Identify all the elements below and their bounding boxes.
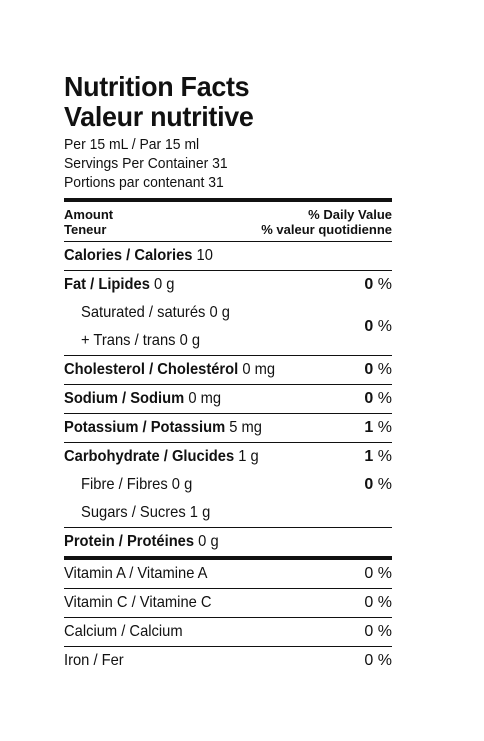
pct-sign: % <box>377 361 392 378</box>
divider <box>64 413 392 414</box>
saturated-label: Saturated / saturés 0 g <box>81 304 230 321</box>
title-english: Nutrition Facts <box>64 71 250 102</box>
vitamin-a-dv: 0 % <box>364 565 392 582</box>
sodium-row: Sodium / Sodium 0 mg 0 % <box>64 385 392 413</box>
carbohydrate-dv: 1 <box>364 448 374 465</box>
protein-amount: 0 g <box>198 533 219 550</box>
calcium-dv: 0 % <box>364 623 392 640</box>
fat-amount: 0 g <box>153 276 175 293</box>
calories-row: Calories / Calories 10 <box>64 242 392 270</box>
pct-sign: % <box>377 419 392 436</box>
vitamin-a-label: Vitamin A / Vitamine A <box>64 565 208 582</box>
column-header: Amount Teneur % Daily Value % valeur quo… <box>64 202 392 241</box>
divider <box>64 617 392 618</box>
serving-size: Per 15 mL / Par 15 ml <box>64 136 200 153</box>
vitamin-c-label: Vitamin C / Vitamine C <box>64 594 212 611</box>
carbohydrate-label: Carbohydrate / Glucides <box>64 448 235 465</box>
protein-row: Protein / Protéines 0 g <box>64 528 392 556</box>
calcium-label: Calcium / Calcium <box>64 623 183 640</box>
divider <box>64 384 392 385</box>
fat-dv: 0 <box>364 276 374 293</box>
cholesterol-amount: 0 mg <box>242 361 276 378</box>
iron-row: Iron / Fer 0 % <box>64 647 392 675</box>
dv-header-fr: % valeur quotidienne <box>261 222 392 237</box>
servings-french: Portions par contenant 31 <box>64 174 224 191</box>
cholesterol-label: Cholesterol / Cholestérol <box>64 361 239 378</box>
sodium-label: Sodium / Sodium <box>64 390 185 407</box>
carbohydrate-row: Carbohydrate / Glucides 1 g 1 % <box>64 443 392 471</box>
fat-label: Fat / Lipides <box>64 276 150 293</box>
vitamin-c-dv: 0 % <box>364 594 392 611</box>
saturated-trans-dv: 0 <box>364 318 374 335</box>
protein-label: Protein / Protéines <box>64 533 195 550</box>
divider <box>64 527 392 528</box>
pct-sign: % <box>377 476 392 493</box>
sodium-dv: 0 <box>364 390 374 407</box>
divider <box>64 646 392 647</box>
calcium-row: Calcium / Calcium 0 % <box>64 618 392 646</box>
vitamin-a-row: Vitamin A / Vitamine A 0 % <box>64 560 392 588</box>
saturated-trans-group: Saturated / saturés 0 g + Trans / trans … <box>64 299 392 355</box>
fat-row: Fat / Lipides 0 g 0 % <box>64 271 392 299</box>
calories-amount: 10 <box>196 247 213 264</box>
divider-thick <box>64 556 392 560</box>
vitamin-c-row: Vitamin C / Vitamine C 0 % <box>64 589 392 617</box>
cholesterol-row: Cholesterol / Cholestérol 0 mg 0 % <box>64 356 392 384</box>
divider <box>64 588 392 589</box>
fibre-dv: 0 <box>364 476 374 493</box>
divider <box>64 355 392 356</box>
fibre-label: Fibre / Fibres 0 g <box>81 476 193 493</box>
dv-header-en: % Daily Value <box>308 207 392 222</box>
carbohydrate-amount: 1 g <box>238 448 259 465</box>
pct-sign: % <box>377 276 392 293</box>
iron-dv: 0 % <box>364 652 392 669</box>
fibre-row: Fibre / Fibres 0 g 0 % <box>64 471 392 499</box>
pct-sign: % <box>377 390 392 407</box>
nutrition-facts-label: Nutrition Facts Valeur nutritive Per 15 … <box>64 72 392 675</box>
potassium-label: Potassium / Potassium <box>64 419 226 436</box>
divider <box>64 241 392 242</box>
amount-header-fr: Teneur <box>64 222 107 237</box>
divider <box>64 270 392 271</box>
iron-label: Iron / Fer <box>64 652 124 669</box>
cholesterol-dv: 0 <box>364 361 374 378</box>
potassium-dv: 1 <box>364 419 374 436</box>
title-french: Valeur nutritive <box>64 101 254 132</box>
servings-english: Servings Per Container 31 <box>64 155 228 172</box>
amount-header-en: Amount <box>64 207 114 222</box>
pct-sign: % <box>377 448 392 465</box>
potassium-amount: 5 mg <box>229 419 262 436</box>
calories-label: Calories / Calories <box>64 247 193 264</box>
divider <box>64 442 392 443</box>
divider-thick <box>64 198 392 202</box>
pct-sign: % <box>377 318 392 335</box>
trans-label: + Trans / trans 0 g <box>81 332 201 349</box>
potassium-row: Potassium / Potassium 5 mg 1 % <box>64 414 392 442</box>
sugars-row: Sugars / Sucres 1 g <box>64 499 392 527</box>
sodium-amount: 0 mg <box>188 390 222 407</box>
sugars-label: Sugars / Sucres 1 g <box>81 504 211 521</box>
